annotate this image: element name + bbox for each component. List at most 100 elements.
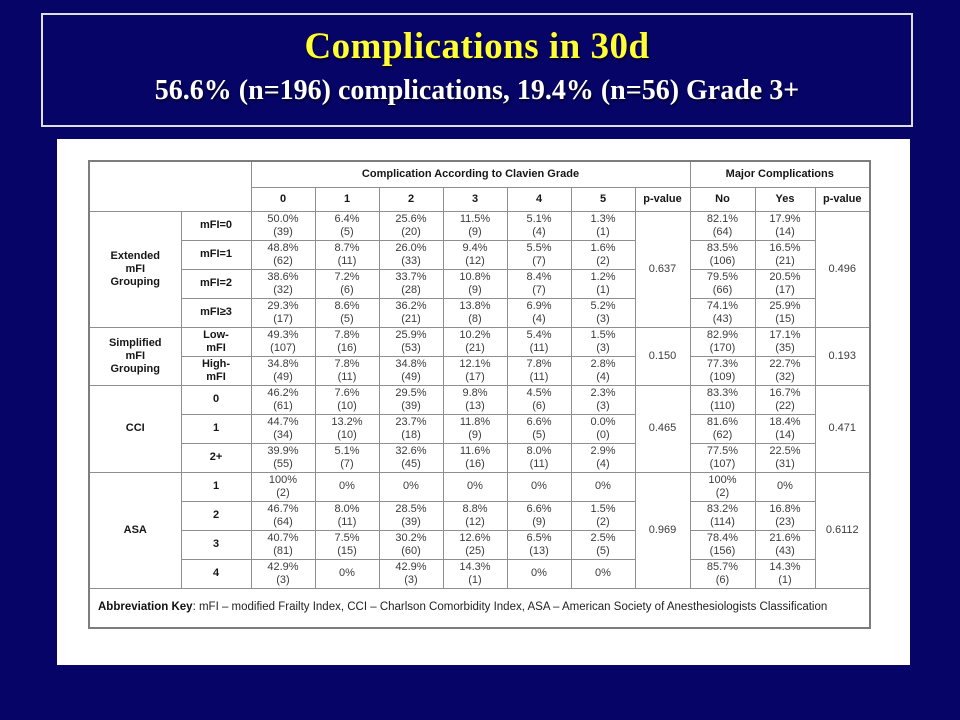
grade-2-cell: 34.8% (49) [378, 355, 444, 386]
grade-1-cell: 5.1% (7) [314, 442, 380, 473]
group-label: ASA [88, 471, 182, 589]
header-grade-2: 2 [378, 186, 444, 212]
grade-4-cell: 5.1% (4) [506, 210, 572, 241]
grade-4-cell: 6.5% (13) [506, 529, 572, 560]
major-yes-cell: 22.5% (31) [754, 442, 816, 473]
grade-1-cell: 7.8% (11) [314, 355, 380, 386]
grade-2-cell: 28.5% (39) [378, 500, 444, 531]
abbreviation-key-text: : mFI – modified Frailty Index, CCI – Ch… [192, 601, 828, 614]
table-row: 3 40.7% (81) 7.5% (15) 30.2% (60) 12.6% (25) 6.5%… [89, 529, 870, 560]
grade-1-cell: 8.7% (11) [314, 239, 380, 270]
major-yes-cell: 14.3% (1) [754, 558, 816, 589]
grade-3-cell: 13.8% (8) [442, 297, 508, 328]
major-pvalue-cell: 0.6112 [814, 471, 871, 589]
grade-5-cell: 1.5% (3) [570, 326, 636, 357]
clavien-pvalue-cell: 0.465 [634, 384, 691, 473]
table-row: 1 44.7% (34) 13.2% (10) 23.7% (18) 11.8% (9) 6.6%… [89, 413, 870, 444]
major-no-cell: 78.4% (156) [689, 529, 756, 560]
clavien-pvalue-cell: 0.969 [634, 471, 691, 589]
grade-5-cell: 1.6% (2) [570, 239, 636, 270]
row-label: Low-mFI [180, 326, 252, 357]
grade-4-cell: 6.6% (9) [506, 500, 572, 531]
grade-3-cell: 9.8% (13) [442, 384, 508, 415]
grade-4-cell: 7.8% (11) [506, 355, 572, 386]
clavien-pvalue-cell: 0.150 [634, 326, 691, 386]
major-no-cell: 77.3% (109) [689, 355, 756, 386]
row-label: mFI=1 [180, 239, 252, 270]
header-major-no: No [689, 186, 756, 212]
major-no-cell: 85.7% (6) [689, 558, 756, 589]
grade-1-cell: 13.2% (10) [314, 413, 380, 444]
complications-table: Complication According to Clavien Grade … [88, 160, 871, 629]
grade-3-cell: 10.2% (21) [442, 326, 508, 357]
grade-4-cell: 8.0% (11) [506, 442, 572, 473]
grade-3-cell: 10.8% (9) [442, 268, 508, 299]
grade-3-cell: 9.4% (12) [442, 239, 508, 270]
header-grade-0: 0 [250, 186, 316, 212]
grade-5-cell: 0.0% (0) [570, 413, 636, 444]
table-row: ASA 1 100% (2) 0% 0% 0% 0% 0% 0.969 100% (2) 0% 0.611… [88, 471, 871, 589]
abbreviation-row: Abbreviation Key: mFI – modified Frailty… [88, 587, 871, 629]
header-pvalue-major: p-value [814, 186, 871, 212]
table-row: Extended mFI Grouping mFI=0 50.0% (39) 6.4% (5)… [88, 210, 871, 328]
header-grade-1: 1 [314, 186, 380, 212]
grade-3-cell: 8.8% (12) [442, 500, 508, 531]
clavien-pvalue-cell: 0.637 [634, 210, 691, 328]
grade-2-cell: 32.6% (45) [378, 442, 444, 473]
major-pvalue-cell: 0.496 [814, 210, 871, 328]
grade-5-cell: 0% [570, 558, 636, 589]
row-label: mFI=2 [180, 268, 252, 299]
grade-5-cell: 2.9% (4) [570, 442, 636, 473]
grade-5-cell: 2.5% (5) [570, 529, 636, 560]
grade-3-cell: 0% [442, 471, 508, 502]
header-major-yes: Yes [754, 186, 816, 212]
major-yes-cell: 16.5% (21) [754, 239, 816, 270]
major-no-cell: 82.9% (170) [689, 326, 756, 357]
grade-2-cell: 26.0% (33) [378, 239, 444, 270]
grade-5-cell: 2.8% (4) [570, 355, 636, 386]
major-yes-cell: 16.8% (23) [754, 500, 816, 531]
table-row: mFI=2 38.6% (32) 7.2% (6) 33.7% (28) 10.8% (9) 8.… [89, 268, 870, 299]
table-row: Simplified mFI Grouping Low-mFI 49.3% (107) 7.… [88, 326, 871, 386]
row-label: mFI=0 [180, 210, 252, 241]
grade-1-cell: 8.0% (11) [314, 500, 380, 531]
grade-1-cell: 6.4% (5) [314, 210, 380, 241]
major-no-cell: 83.3% (110) [689, 384, 756, 415]
row-label: 1 [180, 413, 252, 444]
grade-3-cell: 11.8% (9) [442, 413, 508, 444]
row-label: 1 [180, 471, 252, 502]
major-yes-cell: 16.7% (22) [754, 384, 816, 415]
major-no-cell: 83.5% (106) [689, 239, 756, 270]
grade-2-cell: 36.2% (21) [378, 297, 444, 328]
grade-3-cell: 12.6% (25) [442, 529, 508, 560]
grade-4-cell: 5.4% (11) [506, 326, 572, 357]
major-yes-cell: 22.7% (32) [754, 355, 816, 386]
grade-5-cell: 1.3% (1) [570, 210, 636, 241]
grade-0-cell: 40.7% (81) [250, 529, 316, 560]
table-row: mFI≥3 29.3% (17) 8.6% (5) 36.2% (21) 13.8% (8) 6.… [89, 297, 870, 328]
grade-4-cell: 6.9% (4) [506, 297, 572, 328]
grade-3-cell: 11.6% (16) [442, 442, 508, 473]
header-row-spans: Complication According to Clavien Grade … [88, 160, 871, 212]
grade-0-cell: 44.7% (34) [250, 413, 316, 444]
grade-1-cell: 7.5% (15) [314, 529, 380, 560]
grade-0-cell: 49.3% (107) [250, 326, 316, 357]
grade-2-cell: 23.7% (18) [378, 413, 444, 444]
grade-2-cell: 25.6% (20) [378, 210, 444, 241]
grade-1-cell: 7.6% (10) [314, 384, 380, 415]
slide-title-box: Complications in 30d 56.6% (n=196) compl… [41, 13, 913, 127]
grade-4-cell: 0% [506, 471, 572, 502]
group-label: CCI [88, 384, 182, 473]
header-row-columns: 0 1 2 3 4 5 p-value No Yes p-value [89, 186, 871, 212]
group-label: Extended mFI Grouping [88, 210, 182, 328]
grade-0-cell: 38.6% (32) [250, 268, 316, 299]
grade-0-cell: 29.3% (17) [250, 297, 316, 328]
row-label: 0 [180, 384, 252, 415]
group-label: Simplified mFI Grouping [88, 326, 182, 386]
slide-subtitle: 56.6% (n=196) complications, 19.4% (n=56… [154, 75, 800, 106]
grade-2-cell: 29.5% (39) [378, 384, 444, 415]
major-no-cell: 81.6% (62) [689, 413, 756, 444]
grade-5-cell: 0% [570, 471, 636, 502]
table-row: 2 46.7% (64) 8.0% (11) 28.5% (39) 8.8% (12) 6.6%(… [89, 500, 870, 531]
grade-2-cell: 33.7% (28) [378, 268, 444, 299]
